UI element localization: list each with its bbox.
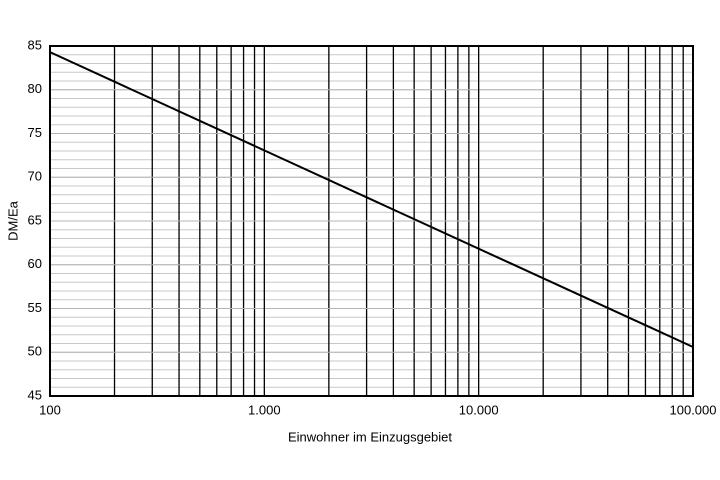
y-tick-label: 80 <box>28 81 42 96</box>
x-tick-label: 100.000 <box>670 402 717 417</box>
y-tick-label: 55 <box>28 300 42 315</box>
plot-frame <box>49 45 694 397</box>
y-tick-label: 60 <box>28 256 42 271</box>
y-axis-label: DM/Ea <box>5 200 20 241</box>
y-tick-label: 45 <box>28 387 42 402</box>
x-axis-label: Einwohner im Einzugsgebiet <box>288 429 452 444</box>
y-tick-label: 50 <box>28 344 42 359</box>
line <box>49 51 694 348</box>
y-tick-label: 85 <box>28 37 42 52</box>
y-tick-label: 70 <box>28 169 42 184</box>
y-tick-label: 75 <box>28 125 42 140</box>
x-tick-label: 10.000 <box>459 402 499 417</box>
x-tick-label: 100 <box>39 402 61 417</box>
y-tick-label: 65 <box>28 212 42 227</box>
x-tick-label: 1.000 <box>248 402 281 417</box>
